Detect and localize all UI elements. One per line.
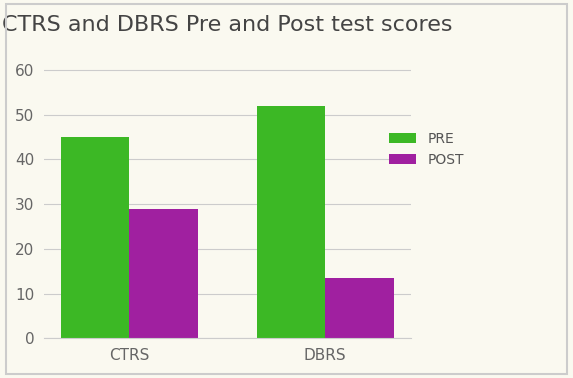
- Bar: [257, 106, 325, 338]
- Bar: [129, 209, 198, 338]
- Title: CTRS and DBRS Pre and Post test scores: CTRS and DBRS Pre and Post test scores: [2, 15, 453, 35]
- Legend: PRE, POST: PRE, POST: [383, 126, 469, 172]
- Bar: [61, 137, 129, 338]
- Bar: [325, 278, 394, 338]
